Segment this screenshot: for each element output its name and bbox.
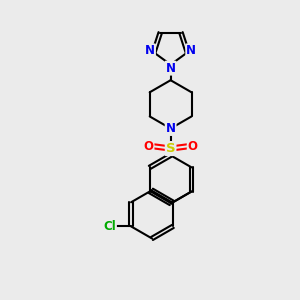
Text: Cl: Cl (103, 220, 116, 233)
Text: N: N (145, 44, 155, 57)
Text: N: N (186, 44, 196, 57)
Text: O: O (188, 140, 198, 153)
Text: O: O (143, 140, 154, 153)
Text: N: N (166, 122, 176, 135)
Text: N: N (166, 61, 176, 75)
Text: S: S (166, 142, 175, 155)
